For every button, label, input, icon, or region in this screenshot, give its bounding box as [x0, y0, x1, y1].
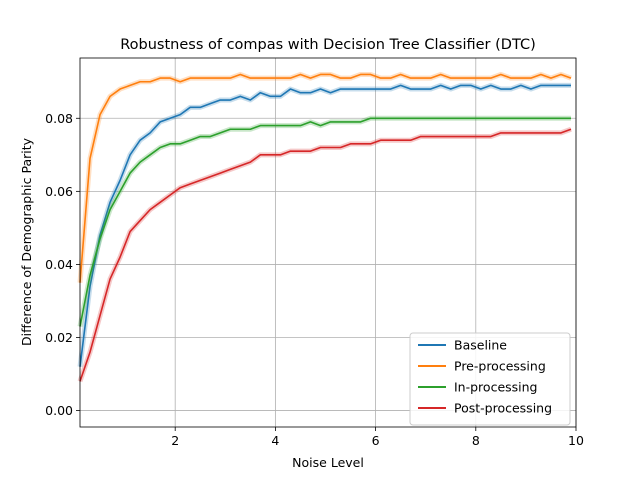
y-tick-label: 0.04 [45, 257, 73, 272]
series-line-1 [79, 73, 572, 283]
y-tick-label: 0.02 [45, 330, 73, 345]
y-tick-label: 0.08 [45, 111, 73, 126]
legend-label-2: In-processing [454, 380, 537, 395]
series-line-0 [79, 84, 571, 367]
legend-label-0: Baseline [454, 338, 507, 353]
y-tick-label: 0.00 [45, 403, 73, 418]
legend: Baseline Pre-processing In-processing Post-… [409, 332, 571, 426]
x-tick-label: 10 [568, 433, 584, 448]
chart-title: Robustness of compas with Decision Tree … [120, 37, 536, 53]
y-tick-label: 0.06 [45, 184, 73, 199]
series-layer [77, 71, 572, 383]
legend-label-1: Pre-processing [454, 359, 546, 374]
x-tick-label: 8 [472, 433, 480, 448]
x-tick-label: 2 [171, 433, 179, 448]
tick-layer: 2 4 6 8 10 0.00 0.02 0.04 0.06 0.08 [45, 111, 584, 448]
x-tick-label: 6 [372, 433, 380, 448]
legend-label-3: Post-processing [454, 401, 552, 416]
x-tick-label: 4 [271, 433, 279, 448]
x-axis-label: Noise Level [292, 455, 364, 470]
y-axis-label: Difference of Demographic Parity [19, 137, 34, 346]
series-line-3 [79, 128, 572, 382]
series-line-2 [79, 117, 571, 327]
legend-frame [409, 332, 571, 426]
plot-frame [79, 57, 577, 428]
